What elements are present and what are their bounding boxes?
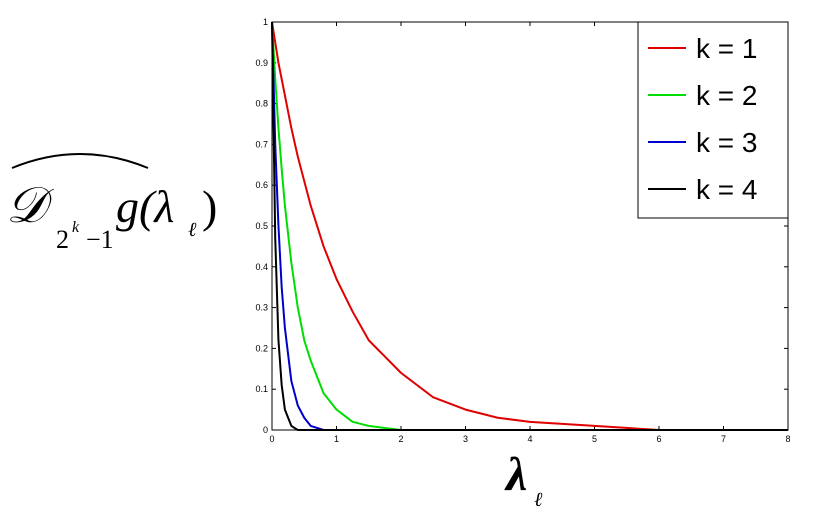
- hat: [11, 153, 149, 169]
- y-tick-label: 1: [263, 17, 268, 27]
- x-tick-label: 0: [269, 434, 274, 444]
- x-tick-label: 3: [463, 434, 468, 444]
- y-tick-label: 0.9: [255, 58, 268, 68]
- x-tick-label: 8: [785, 434, 790, 444]
- y-tick-label: 0: [263, 425, 268, 435]
- y-tick-label: 0.8: [255, 99, 268, 109]
- x-tick-label: 2: [398, 434, 403, 444]
- y-tick-label: 0.4: [255, 262, 268, 272]
- legend-box: [637, 21, 789, 219]
- y-tick-label: 0.2: [255, 343, 268, 353]
- line-series: [271, 21, 788, 431]
- y-tick-label: 0.5: [255, 221, 268, 231]
- x-tick-label: 5: [592, 434, 597, 444]
- legend-label: k = 4: [696, 174, 757, 205]
- y-label-close: ): [202, 181, 217, 232]
- y-label-sub: 2: [56, 225, 69, 254]
- x-tick-label: 4: [527, 434, 532, 444]
- x-tick-label: 1: [334, 434, 339, 444]
- legend-label: k = 2: [696, 80, 757, 111]
- x-tick-label: 7: [721, 434, 726, 444]
- x-label-sub: ℓ: [534, 489, 543, 511]
- y-tick-label: 0.7: [255, 139, 268, 149]
- y-label-body-sub: ℓ: [188, 219, 197, 241]
- legend-label: k = 3: [696, 127, 757, 158]
- y-label-body: g(λ: [116, 181, 174, 232]
- x-label-main: λ: [504, 448, 527, 501]
- y-tick-label: 0.6: [255, 180, 268, 190]
- y-label-sup: k: [72, 219, 80, 236]
- y-tick-label: 0.3: [255, 303, 268, 313]
- legend-label: k = 1: [696, 33, 757, 64]
- y-label-main: 𝒟: [6, 177, 55, 233]
- x-tick-label: 6: [656, 434, 661, 444]
- line-series: [271, 21, 788, 431]
- y-tick-label: 0.1: [255, 384, 268, 394]
- y-label-sub-tail: −1: [86, 225, 114, 254]
